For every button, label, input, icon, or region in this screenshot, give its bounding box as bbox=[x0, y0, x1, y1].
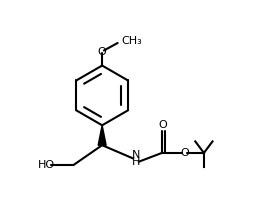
Text: HO: HO bbox=[38, 160, 55, 170]
Text: N: N bbox=[132, 150, 141, 159]
Text: O: O bbox=[159, 120, 168, 130]
Text: H: H bbox=[132, 157, 141, 167]
Text: CH₃: CH₃ bbox=[121, 36, 142, 45]
Text: O: O bbox=[98, 47, 106, 57]
Text: O: O bbox=[181, 148, 190, 158]
Polygon shape bbox=[98, 125, 106, 145]
